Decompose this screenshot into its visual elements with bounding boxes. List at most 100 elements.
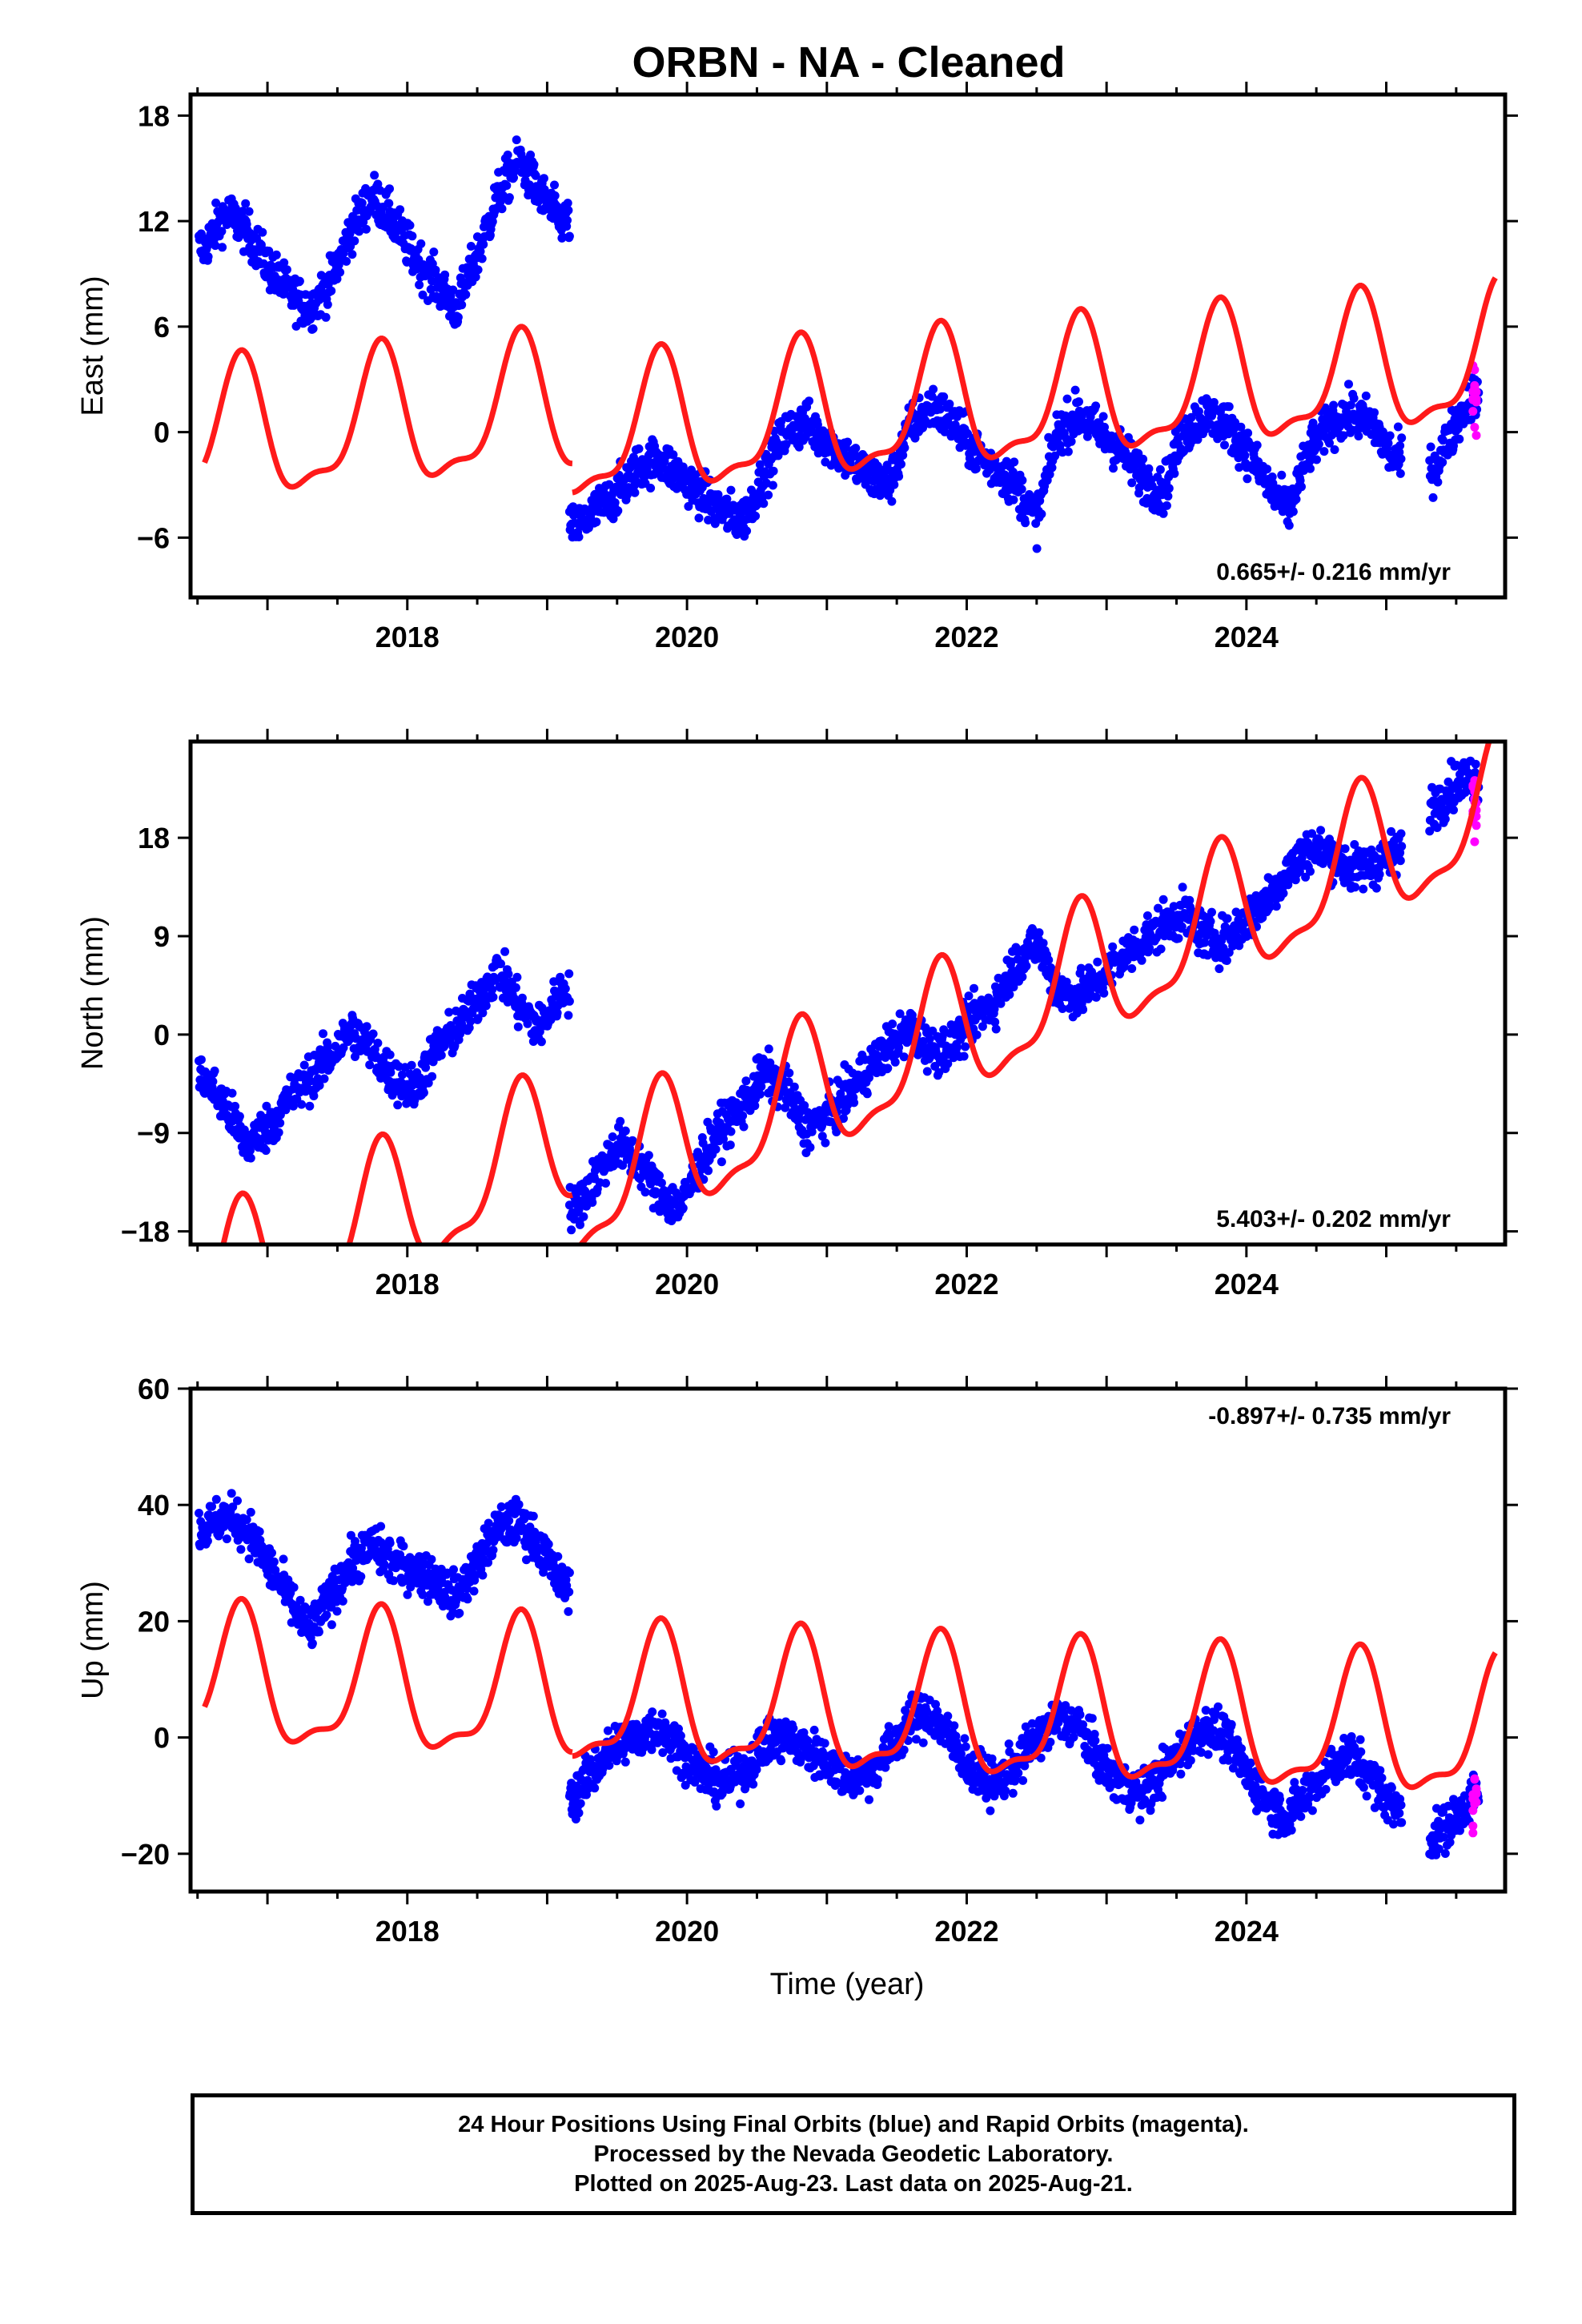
velocity-label: 0.665+/- 0.216 mm/yr (1216, 559, 1451, 585)
final-orbit-point (1350, 840, 1359, 849)
x-tick-label: 2018 (375, 621, 440, 653)
final-orbit-point (1295, 866, 1304, 876)
final-orbit-point (282, 265, 291, 275)
final-orbit-point (488, 992, 498, 1002)
y-tick-label: 9 (154, 920, 170, 953)
final-orbit-point (1395, 441, 1405, 450)
final-orbit-point (408, 231, 417, 241)
final-orbit-point (481, 1001, 491, 1011)
final-orbit-point (765, 1058, 775, 1068)
final-orbit-point (768, 480, 777, 490)
y-axis-label: North (mm) (76, 916, 110, 1070)
final-orbit-point (208, 1077, 218, 1086)
final-orbit-point (818, 426, 828, 436)
final-orbit-point (339, 1043, 348, 1052)
final-orbit-point (269, 1557, 279, 1566)
final-orbit-point (934, 1068, 944, 1077)
final-orbit-point (588, 1198, 597, 1207)
final-orbit-point (210, 1066, 219, 1076)
final-orbit-point (717, 1157, 726, 1167)
final-orbit-point (1224, 947, 1234, 957)
final-orbit-point (961, 1042, 970, 1051)
final-orbit-point (211, 1494, 221, 1504)
final-orbit-point (839, 1114, 848, 1124)
final-orbit-point (560, 984, 570, 994)
final-orbit-point (862, 1089, 872, 1099)
final-orbit-point (1138, 454, 1148, 464)
final-orbit-point (418, 1590, 428, 1599)
rapid-orbit-point (1472, 431, 1481, 440)
final-orbit-point (738, 1111, 748, 1120)
final-orbit-point (469, 1586, 479, 1596)
final-orbit-point (806, 424, 816, 434)
final-orbit-point (945, 400, 954, 408)
final-orbit-point (1217, 935, 1227, 945)
final-orbit-point (373, 1039, 383, 1047)
final-orbit-point (288, 1101, 298, 1111)
final-orbit-point (1163, 492, 1173, 501)
final-orbit-point (970, 983, 978, 993)
final-orbit-point (356, 1572, 366, 1582)
final-orbit-point (1091, 992, 1101, 1002)
final-orbit-point (1147, 481, 1157, 491)
final-orbit-point (244, 1554, 254, 1564)
final-orbit-point (347, 250, 357, 259)
final-orbit-point (1164, 484, 1174, 493)
final-orbit-point (963, 428, 972, 438)
final-orbit-point (564, 969, 574, 979)
final-orbit-point (1438, 457, 1447, 467)
final-orbit-point (888, 1019, 897, 1029)
final-orbit-point (1142, 911, 1152, 920)
final-orbit-point (466, 242, 476, 251)
final-orbit-point (319, 1074, 329, 1084)
final-orbit-point (368, 1029, 378, 1039)
final-orbit-point (295, 276, 304, 286)
rapid-orbit-point (1468, 407, 1478, 416)
rapid-orbit-point (1470, 423, 1480, 432)
final-orbit-point (407, 1060, 416, 1070)
final-orbit-point (755, 460, 765, 469)
final-orbit-point (1074, 397, 1083, 407)
final-orbit-point (1076, 963, 1086, 973)
final-orbit-point (246, 1507, 255, 1517)
final-orbit-point (488, 217, 497, 227)
final-orbit-point (1185, 895, 1195, 905)
final-orbit-point (1070, 385, 1080, 395)
final-orbit-point (231, 1101, 240, 1111)
plot-area (195, 135, 1498, 553)
final-orbit-point (464, 1023, 474, 1032)
final-orbit-point (564, 996, 574, 1006)
final-orbit-point (1098, 412, 1108, 421)
x-tick-label: 2018 (375, 1915, 440, 1948)
final-orbit-point (899, 1052, 909, 1062)
final-orbit-point (529, 159, 539, 169)
final-orbit-point (405, 220, 415, 230)
final-orbit-point (379, 1559, 389, 1569)
final-orbit-point (309, 1092, 319, 1100)
final-orbit-point (1223, 914, 1232, 923)
final-orbit-point (1017, 485, 1026, 494)
final-orbit-point (497, 204, 507, 214)
final-orbit-point (503, 151, 512, 159)
final-orbit-point (1207, 907, 1216, 917)
final-orbit-point (242, 1515, 251, 1525)
final-orbit-point (618, 1160, 628, 1170)
final-orbit-point (1306, 866, 1315, 876)
x-tick-label: 2024 (1215, 1268, 1279, 1301)
final-orbit-point (1438, 436, 1447, 445)
final-orbit-point (1316, 826, 1326, 835)
final-orbit-point (750, 1101, 760, 1111)
final-orbit-point (1174, 934, 1183, 943)
final-orbit-point (556, 972, 565, 982)
final-orbit-point (1277, 470, 1287, 480)
final-orbit-point (563, 215, 572, 225)
final-orbit-point (894, 472, 904, 481)
final-orbit-point (279, 1554, 288, 1564)
final-orbit-point (512, 135, 521, 145)
final-orbit-point (516, 150, 526, 159)
final-orbit-point (991, 1024, 1001, 1034)
final-orbit-point (211, 241, 220, 251)
final-orbit-point (564, 1011, 573, 1020)
final-orbit-point (574, 533, 584, 541)
final-orbit-point (741, 1076, 751, 1086)
